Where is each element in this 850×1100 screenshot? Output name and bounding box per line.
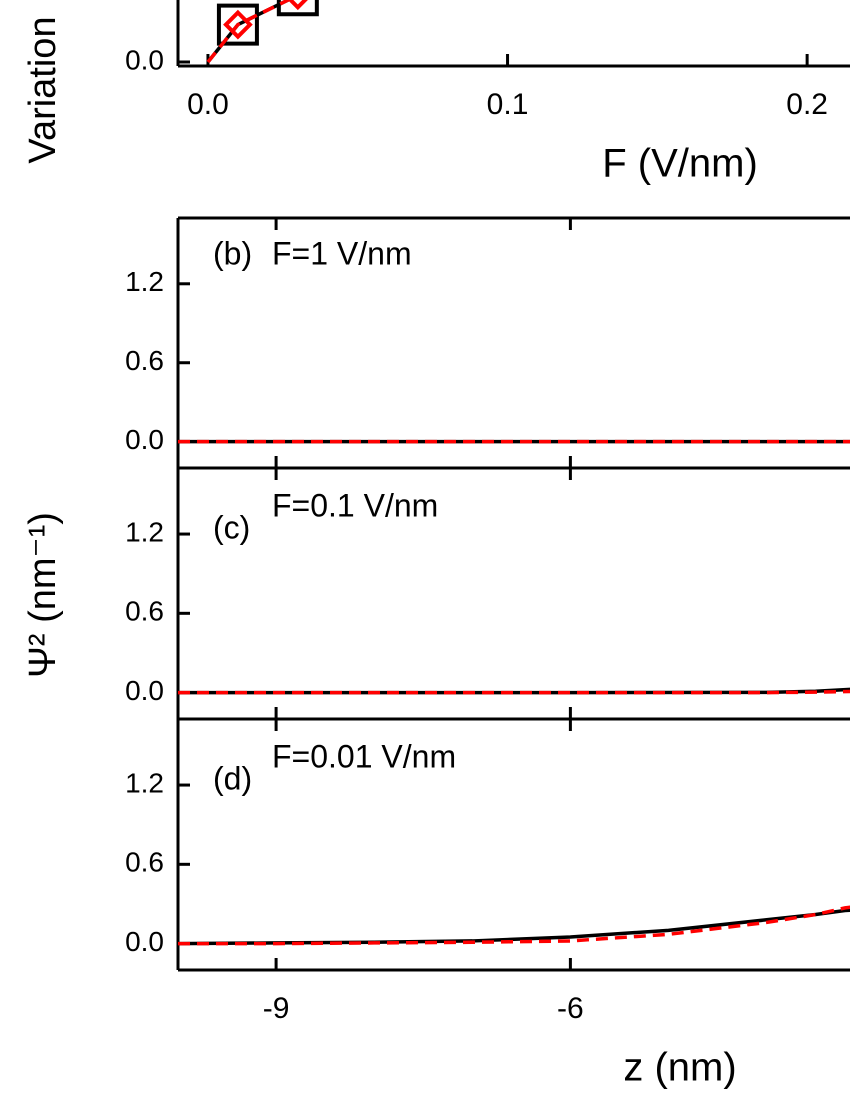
data-line [206,0,293,64]
data-line [206,0,293,64]
data-line [178,689,850,695]
annotation: F=0.1 V/nm [272,487,438,523]
y-tick-label: 0.0 [125,44,164,75]
x-tick-label: 0.1 [487,88,529,121]
marker [287,0,308,11]
x-tick-label: 0.2 [786,88,828,121]
x-axis-title: F (V/nm) [602,142,758,186]
marker [216,3,259,46]
y-tick-label: 1.2 [125,266,164,297]
panel-label: (d) [213,760,252,796]
x-axis-title: z (nm) [623,1046,736,1090]
y-tick-label: 1.2 [125,767,164,798]
y-tick-label: 0.0 [125,926,164,957]
data-line [178,905,850,946]
y-tick-label: 0.6 [125,596,164,627]
x-tick-label: 0.0 [187,88,229,121]
y-axis-title: Ψ² (nm⁻¹) [22,512,64,678]
y-tick-label: 0.6 [125,847,164,878]
y-axis-title: Variation [22,16,64,163]
annotation: F=0.01 V/nm [272,738,456,774]
panel-label: (c) [213,509,250,545]
x-tick-label: -6 [557,992,584,1025]
y-tick-label: 0.6 [125,345,164,376]
x-tick-label: -9 [263,992,290,1025]
y-tick-label: 1.2 [125,516,164,547]
y-tick-label: 0.0 [125,675,164,706]
y-tick-label: 0.0 [125,424,164,455]
marker [276,0,319,17]
panel-label: (b) [213,235,252,271]
annotation: F=1 V/nm [272,235,412,271]
marker [223,9,253,40]
